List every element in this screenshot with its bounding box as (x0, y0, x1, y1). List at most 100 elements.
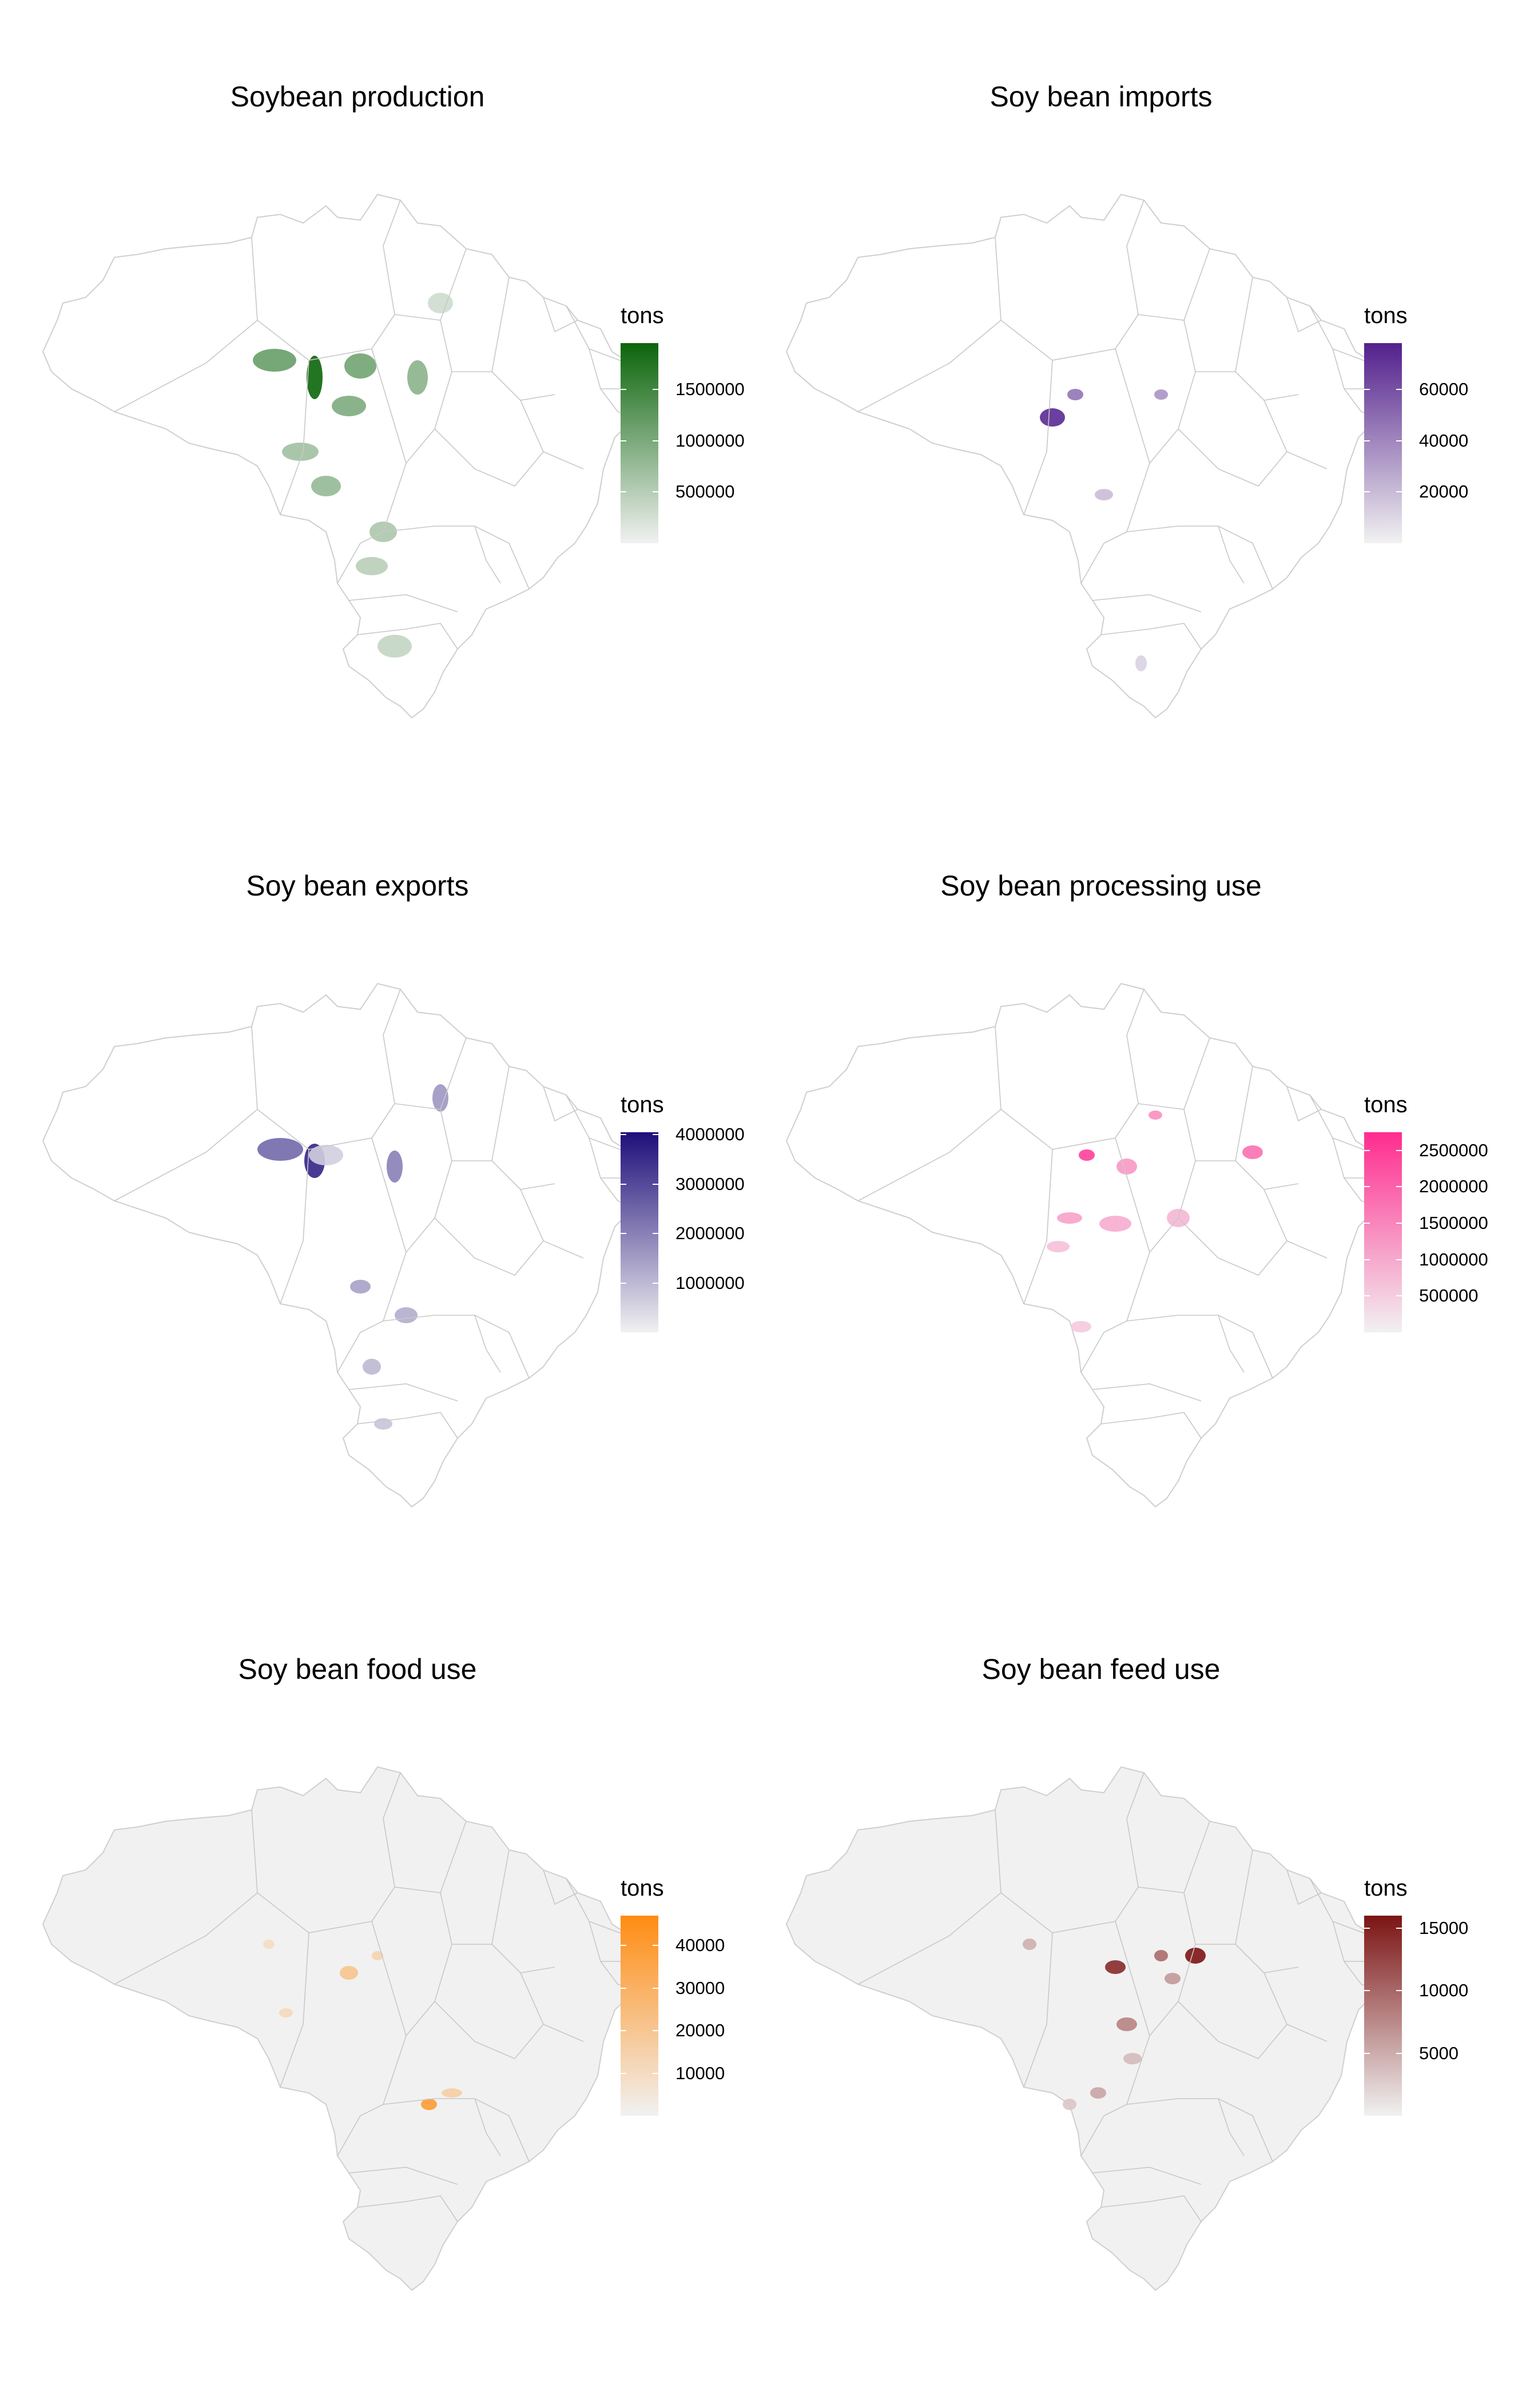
state-border (1103, 1921, 1150, 2116)
region-fill (1154, 1950, 1168, 1961)
state-border (337, 1332, 361, 1373)
region-fill (253, 349, 296, 372)
legend-tick-mark (1364, 1186, 1370, 1188)
legend-tick-mark (653, 1987, 658, 1989)
region-fill (1095, 489, 1113, 500)
state-border (1286, 297, 1322, 333)
legend-tick-mark (1396, 1927, 1402, 1929)
panel-title: Soy bean processing use (940, 870, 1262, 902)
legend-title: tons (621, 1876, 664, 1901)
state-border (348, 1383, 458, 1402)
state-border (406, 1109, 452, 1253)
legend-tick-mark (1396, 388, 1402, 390)
region-fill (1057, 1212, 1082, 1224)
region-fill (432, 1084, 448, 1112)
legend-tick-mark (1364, 1259, 1370, 1260)
legend-tick-mark (1364, 1295, 1370, 1297)
state-border (1092, 2167, 1202, 2185)
legend-tick-mark (653, 1233, 658, 1235)
panel-title: Soy bean feed use (981, 1653, 1221, 1685)
legend-colorbar (1364, 343, 1402, 543)
legend-tick-mark (653, 491, 658, 493)
legend-tick-mark (653, 1183, 658, 1185)
legend-tick-mark (1396, 1149, 1402, 1151)
legend-tick-mark (653, 1134, 658, 1136)
region-fill (356, 557, 388, 575)
legend-tick-label: 3000000 (675, 1173, 745, 1194)
state-border (1100, 1412, 1202, 1439)
state-border (857, 237, 1002, 412)
legend: tons 4000000 3000000 2000000 1000000 (621, 1092, 769, 1378)
state-border (348, 2167, 458, 2185)
state-border (1178, 428, 1287, 487)
region-fill (1023, 1939, 1036, 1950)
region-fill (395, 1307, 418, 1323)
legend-tick-mark (1396, 1223, 1402, 1224)
legend-tick-label: 1500000 (1419, 1213, 1488, 1233)
legend-colorbar (1364, 1916, 1402, 2116)
region-fill (1105, 1960, 1126, 1974)
state-border (1103, 1137, 1150, 1333)
state-border (360, 348, 407, 544)
state-border (1286, 1869, 1322, 1905)
region-fill (1071, 1321, 1091, 1332)
legend-tick-mark (621, 491, 626, 493)
legend-tick-mark (1396, 491, 1402, 493)
legend-tick-label: 1000000 (1419, 1249, 1488, 1269)
legend-tick-label: 500000 (675, 481, 735, 502)
legend: tons 1500000 1000000 500000 (621, 303, 769, 589)
state-border (434, 428, 544, 487)
state-border (1000, 1886, 1139, 1933)
region-fill (428, 293, 453, 313)
legend-tick-mark (1364, 440, 1370, 441)
state-border (257, 1886, 395, 1933)
legend-tick-label: 4000000 (675, 1124, 745, 1145)
legend: tons 15000 10000 5000 (1364, 1876, 1513, 2162)
legend-title: tons (621, 1092, 664, 1117)
legend-tick-label: 10000 (1419, 1980, 1469, 2001)
legend: tons 40000 30000 20000 10000 (621, 1876, 769, 2162)
legend-title: tons (1364, 1092, 1408, 1117)
region-fill (344, 353, 376, 379)
state-border (1023, 1149, 1053, 1304)
state-border (474, 2098, 501, 2156)
state-border (1178, 2001, 1287, 2059)
legend-tick-mark (653, 1945, 658, 1947)
region-fill (282, 443, 319, 461)
region-fill (1116, 2017, 1137, 2031)
region-fill (1123, 2053, 1142, 2064)
legend-tick-mark (1364, 2052, 1370, 2054)
legend-tick-label: 40000 (675, 1935, 725, 1956)
legend-tick-mark (1364, 388, 1370, 390)
legend-colorbar (621, 343, 658, 543)
region-fill (1165, 1973, 1181, 1984)
legend-tick-mark (1396, 2052, 1402, 2054)
state-border (857, 1026, 1002, 1201)
region-fill (1079, 1149, 1095, 1161)
legend-tick-label: 1500000 (675, 379, 745, 399)
state-border (337, 2115, 361, 2156)
state-border (1218, 2098, 1245, 2156)
state-border (406, 320, 452, 464)
state-border (1100, 2195, 1202, 2222)
legend-tick-label: 10000 (675, 2063, 725, 2083)
legend-colorbar (621, 1132, 658, 1332)
state-border (474, 526, 501, 584)
region-fill (442, 2088, 462, 2097)
state-border (360, 1921, 407, 2116)
legend-tick-label: 20000 (675, 2020, 725, 2041)
region-fill (1040, 408, 1065, 427)
legend-colorbar (621, 1916, 658, 2116)
legend-tick-mark (653, 440, 658, 441)
legend: tons 2500000 2000000 1500000 1000000 500000 (1364, 1092, 1513, 1378)
state-border (114, 237, 258, 412)
legend-tick-mark (621, 2072, 626, 2074)
state-border (1126, 989, 1145, 1104)
state-border (1149, 1892, 1196, 2036)
brazil-map (785, 1766, 1388, 2291)
state-border (1080, 543, 1104, 584)
legend-tick-mark (1364, 491, 1370, 493)
state-border (114, 1809, 258, 1985)
region-fill (257, 1138, 303, 1161)
legend-tick-label: 15000 (1419, 1917, 1469, 1938)
